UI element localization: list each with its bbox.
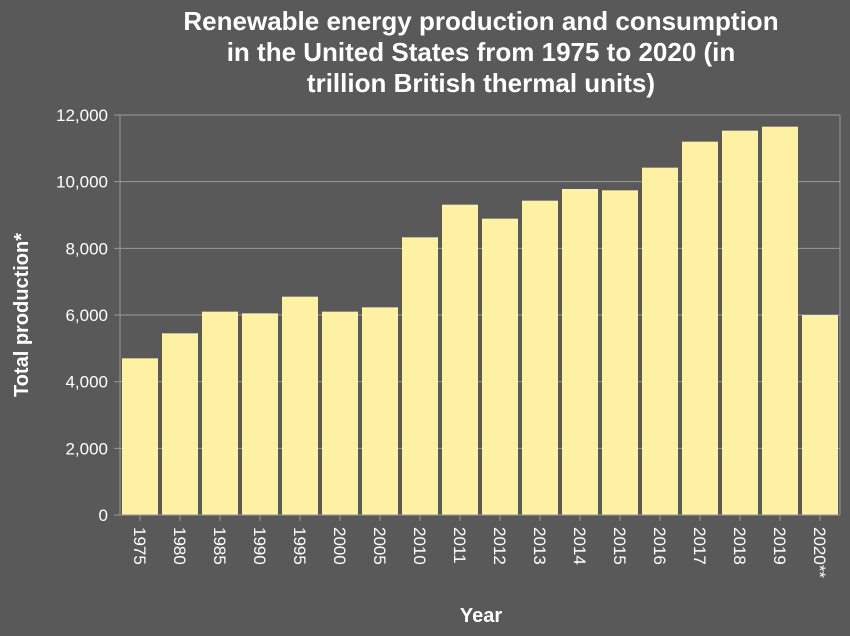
grid-lines	[114, 114, 840, 516]
bar	[602, 190, 638, 516]
x-tick-label: 2005	[370, 527, 389, 565]
bar	[802, 315, 838, 515]
bar	[122, 358, 158, 515]
bar	[722, 130, 758, 515]
chart-title-line: Renewable energy production and consumpt…	[183, 6, 778, 36]
y-tick-labels: 0 2,000 4,000 6,000 8,000 10,000 12,000	[56, 106, 108, 525]
y-tick-label: 2,000	[65, 439, 108, 458]
x-tick-label: 2016	[650, 527, 669, 565]
x-tick-label: 2012	[490, 527, 509, 565]
x-tick-label: 2014	[570, 527, 589, 565]
chart-title: Renewable energy production and consumpt…	[183, 6, 778, 98]
y-tick-label: 0	[99, 506, 108, 525]
bar	[202, 311, 238, 515]
x-tick-label: 2020**	[810, 527, 829, 578]
bars	[122, 126, 838, 516]
bar	[402, 237, 438, 516]
y-axis-title: Total production*	[11, 233, 33, 397]
bar	[562, 189, 598, 515]
bar	[762, 126, 798, 516]
x-tick-label: 2019	[770, 527, 789, 565]
y-tick-label: 8,000	[65, 239, 108, 258]
bar	[282, 296, 318, 515]
bar	[482, 218, 518, 515]
x-tick-label: 1985	[210, 527, 229, 565]
bar	[242, 313, 278, 515]
chart-title-line: trillion British thermal units)	[307, 68, 655, 98]
x-axis-title: Year	[460, 605, 502, 627]
x-tick-label: 2017	[690, 527, 709, 565]
x-tick-label: 2015	[610, 527, 629, 565]
x-tick-label: 1975	[130, 527, 149, 565]
x-tick-label: 2010	[410, 527, 429, 565]
y-tick-label: 10,000	[56, 173, 108, 192]
x-tick-label: 1995	[290, 527, 309, 565]
x-tick-label: 1980	[170, 527, 189, 565]
y-tick-label: 4,000	[65, 373, 108, 392]
x-tick-label: 1990	[250, 527, 269, 565]
x-tick-labels: 1975 1980 1985 1990 1995 2000 2005 2010 2011 2012…	[130, 527, 829, 578]
bar	[682, 141, 718, 515]
bar	[322, 311, 358, 515]
bar	[162, 333, 198, 515]
bar	[442, 204, 478, 515]
chart-title-line: in the United States from 1975 to 2020 (…	[227, 37, 736, 67]
y-tick-label: 6,000	[65, 306, 108, 325]
bar	[642, 167, 678, 515]
x-tick-label: 2011	[450, 527, 469, 564]
bar	[362, 307, 398, 515]
x-tick-label: 2013	[530, 527, 549, 565]
x-tick-label: 2000	[330, 527, 349, 565]
x-tick-label: 2018	[730, 527, 749, 565]
y-tick-label: 12,000	[56, 106, 108, 125]
bar	[522, 200, 558, 515]
axes	[119, 115, 841, 521]
